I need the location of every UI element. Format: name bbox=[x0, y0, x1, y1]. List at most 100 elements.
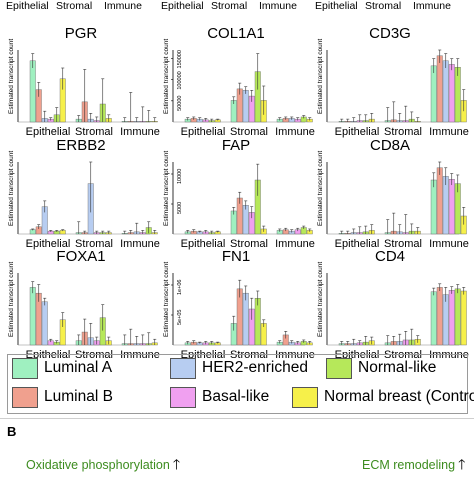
legend-swatch-luminal-b bbox=[12, 386, 38, 408]
bar bbox=[460, 290, 467, 346]
x-category-label: Stromal bbox=[230, 238, 268, 250]
x-category-label: Epithelial bbox=[26, 126, 71, 138]
y-axis-label: Estimated transcript count bbox=[317, 39, 324, 114]
legend-label-normal-like: Normal-like bbox=[358, 359, 437, 376]
x-category-label: Stromal bbox=[230, 126, 268, 138]
legend-item-normal-like: Normal-like bbox=[326, 356, 436, 380]
x-category-label: Epithelial bbox=[335, 238, 380, 250]
bar bbox=[442, 60, 449, 123]
top-category-label: Stromal bbox=[211, 0, 247, 12]
legend-item-normal-breast: Normal breast (Controls) bbox=[292, 385, 474, 409]
x-category-label: Immune bbox=[429, 349, 469, 361]
bar bbox=[436, 55, 443, 123]
oxidative-phosphorylation-label: Oxidative phosphorylation bbox=[26, 458, 170, 472]
top-category-label: Immune bbox=[104, 0, 142, 12]
x-category-label: Stromal bbox=[384, 126, 422, 138]
y-axis-label: Estimated transcript count bbox=[8, 151, 15, 226]
x-category-label: Stromal bbox=[75, 349, 113, 361]
y-axis-label: Estimated transcript count bbox=[163, 262, 170, 337]
legend-label-luminal-b: Luminal B bbox=[44, 388, 113, 405]
x-category-label: Immune bbox=[429, 238, 469, 250]
up-arrow-icon: 🡑 bbox=[458, 456, 466, 472]
legend-label-basal-like: Basal-like bbox=[202, 388, 270, 405]
bar bbox=[430, 65, 437, 123]
y-tick-label: 10000 bbox=[177, 169, 183, 184]
ecm-remodeling-label: ECM remodeling bbox=[362, 458, 456, 472]
legend-swatch-normal-breast bbox=[292, 386, 318, 408]
legend-box bbox=[7, 354, 468, 414]
top-category-label: Immune bbox=[413, 0, 451, 12]
panel-title: FAP bbox=[222, 137, 250, 154]
bar bbox=[448, 64, 455, 123]
y-tick-label: 5000 bbox=[177, 202, 183, 214]
bar bbox=[41, 301, 48, 346]
bar bbox=[454, 288, 461, 346]
bar bbox=[29, 60, 36, 123]
y-tick-label: 100000 bbox=[177, 71, 183, 89]
legend-label-her2-enriched: HER2-enriched bbox=[202, 359, 308, 376]
bar bbox=[29, 287, 36, 346]
x-category-label: Epithelial bbox=[181, 126, 226, 138]
bar bbox=[448, 290, 455, 346]
legend-label-normal-breast: Normal breast (Controls) bbox=[324, 388, 474, 405]
y-axis-label: Estimated transcript count bbox=[163, 151, 170, 226]
legend-swatch-luminal-a bbox=[12, 357, 38, 379]
bar bbox=[448, 179, 455, 235]
y-axis-label: Estimated transcript count bbox=[317, 262, 324, 337]
x-category-label: Stromal bbox=[75, 238, 113, 250]
x-category-label: Immune bbox=[275, 349, 315, 361]
x-category-label: Immune bbox=[275, 126, 315, 138]
bar bbox=[430, 291, 437, 346]
x-category-label: Immune bbox=[120, 238, 160, 250]
x-category-label: Immune bbox=[429, 126, 469, 138]
legend-swatch-basal-like bbox=[170, 386, 196, 408]
legend-label-luminal-a: Luminal A bbox=[44, 359, 113, 376]
y-axis-label: Estimated transcript count bbox=[163, 39, 170, 114]
up-arrow-icon: 🡑 bbox=[172, 456, 181, 472]
legend-swatch-her2-enriched bbox=[170, 357, 196, 379]
top-category-label: Stromal bbox=[365, 0, 401, 12]
legend-swatch-normal-like bbox=[326, 357, 352, 379]
y-axis-label: Estimated transcript count bbox=[8, 39, 15, 114]
panel-title: CD3G bbox=[369, 25, 411, 42]
bar bbox=[442, 294, 449, 346]
bar bbox=[436, 287, 443, 346]
ecm-remodeling-annotation: ECM remodeling 🡑 bbox=[362, 454, 465, 478]
top-category-label: Epithelial bbox=[161, 0, 204, 12]
bar bbox=[242, 292, 249, 346]
x-category-label: Immune bbox=[275, 238, 315, 250]
panel-title: FN1 bbox=[222, 248, 250, 265]
bar bbox=[430, 179, 437, 235]
x-category-label: Stromal bbox=[384, 238, 422, 250]
y-tick-label: 5e+05 bbox=[177, 310, 183, 325]
x-category-label: Immune bbox=[120, 126, 160, 138]
x-category-label: Epithelial bbox=[335, 126, 380, 138]
bar bbox=[242, 90, 249, 123]
x-category-label: Stromal bbox=[75, 126, 113, 138]
panel-divider bbox=[0, 418, 474, 419]
legend-item-luminal-b: Luminal B bbox=[12, 385, 113, 409]
top-category-label: Epithelial bbox=[315, 0, 358, 12]
x-category-label: Epithelial bbox=[26, 238, 71, 250]
y-tick-label: 50000 bbox=[177, 96, 183, 111]
panel-title: PGR bbox=[65, 25, 98, 42]
y-tick-label: 150000 bbox=[177, 50, 183, 68]
x-category-label: Immune bbox=[120, 349, 160, 361]
legend-item-her2-enriched: HER2-enriched bbox=[170, 356, 308, 380]
x-category-label: Stromal bbox=[384, 349, 422, 361]
panel-title: CD4 bbox=[375, 248, 405, 265]
legend-item-basal-like: Basal-like bbox=[170, 385, 269, 409]
top-category-label: Stromal bbox=[56, 0, 92, 12]
x-category-label: Stromal bbox=[230, 349, 268, 361]
panel-b-label: B bbox=[7, 424, 17, 439]
oxidative-phosphorylation-annotation: Oxidative phosphorylation 🡑 bbox=[26, 454, 180, 478]
panel-title: CD8A bbox=[370, 137, 410, 154]
panel-title: FOXA1 bbox=[56, 248, 105, 265]
y-axis-label: Estimated transcript count bbox=[8, 262, 15, 337]
y-tick-label: 1e+06 bbox=[177, 280, 183, 295]
panel-title: ERBB2 bbox=[56, 137, 105, 154]
top-category-label: Immune bbox=[259, 0, 297, 12]
y-axis-label: Estimated transcript count bbox=[317, 151, 324, 226]
panel-title: COL1A1 bbox=[207, 25, 265, 42]
